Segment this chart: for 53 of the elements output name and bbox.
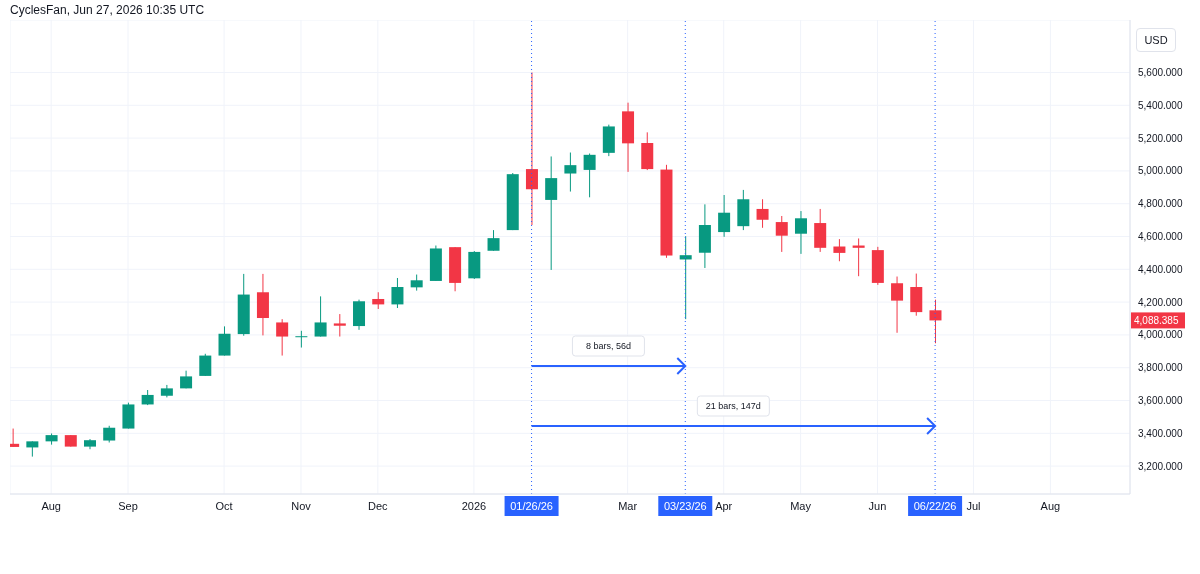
candlestick: [199, 353, 212, 377]
candlestick: [295, 330, 308, 349]
candlestick: [525, 71, 538, 226]
ref-line-label: 06/22/26: [913, 500, 957, 512]
y-tick-label: 5,400.000: [1138, 99, 1183, 111]
ref-line-label: 03/23/26: [663, 500, 707, 512]
x-tick-label: Sep: [118, 499, 138, 512]
candlestick: [833, 238, 846, 262]
y-tick-label: 4,200.000: [1138, 296, 1183, 308]
x-tick-label: May: [790, 499, 812, 512]
ref-line-label: 01/26/26: [510, 500, 553, 512]
y-tick-label: 3,200.000: [1138, 460, 1183, 472]
candlestick: [218, 325, 231, 357]
y-tick-label: 3,400.000: [1138, 427, 1183, 439]
y-tick-label: 3,600.000: [1138, 395, 1183, 407]
x-tick-label: Aug: [1040, 499, 1061, 512]
candlestick: [333, 313, 346, 338]
candlestick: [891, 276, 904, 334]
x-tick-label: Aug: [41, 499, 61, 512]
candlestick: [564, 152, 577, 193]
candlestick: [929, 299, 942, 344]
x-tick-label: Apr: [715, 499, 733, 512]
x-tick-label: Jun: [868, 499, 887, 512]
x-tick-label: Oct: [215, 499, 233, 512]
x-tick-label: 2026: [461, 499, 487, 512]
y-tick-label: 4,400.000: [1138, 263, 1183, 275]
x-tick-label: Dec: [368, 499, 389, 512]
x-tick-label: Nov: [291, 499, 312, 512]
candlestick: [276, 318, 289, 357]
annotation: 21 bars, 147d: [705, 401, 761, 411]
y-tick-label: 5,600.000: [1138, 67, 1183, 79]
candlestick: [718, 194, 731, 238]
candlestick: [794, 210, 807, 255]
y-tick-label: 5,000.000: [1138, 165, 1183, 177]
candlestick: [314, 295, 327, 338]
candlestick: [583, 153, 596, 198]
annotation: 8 bars, 56d: [585, 341, 631, 351]
y-tick-label: 4,600.000: [1138, 231, 1183, 243]
y-tick-label: 5,200.000: [1138, 132, 1183, 144]
y-tick-label: 4,000.000: [1138, 329, 1183, 341]
candlestick: [775, 215, 788, 253]
x-tick-label: Mar: [618, 499, 638, 512]
text: 4,088.385: [1134, 315, 1179, 327]
candlestick: [545, 155, 558, 271]
y-axis-title: USD: [1136, 28, 1176, 52]
x-tick-label: Jul: [966, 499, 981, 512]
y-tick-label: 4,800.000: [1138, 198, 1183, 210]
chart-title: CyclesFan, Jun 27, 2026 10:35 UTC: [10, 3, 206, 19]
candlestick: [756, 198, 769, 229]
y-tick-label: 3,800.000: [1138, 362, 1183, 374]
candlestick: [391, 277, 404, 309]
candlestick: [487, 229, 500, 252]
candlestick: [679, 235, 692, 320]
